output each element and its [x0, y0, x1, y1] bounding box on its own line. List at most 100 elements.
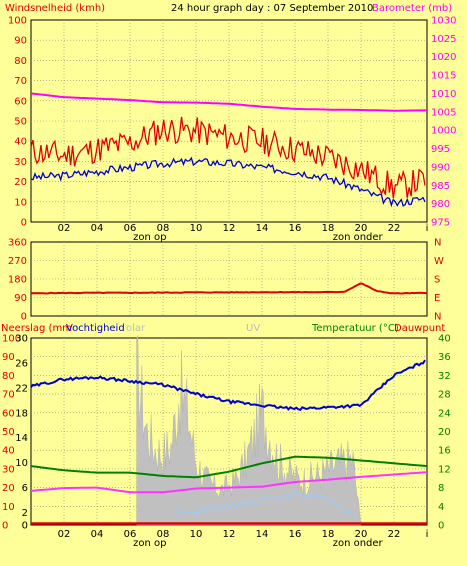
y-tick-label-left: 70 [14, 76, 27, 87]
y-tick-label-right: 980 [431, 199, 450, 210]
x-tick-label: 20 [355, 529, 368, 540]
x-tick-label: i [426, 529, 429, 540]
chart-layers: 0102030405060708090100975980985990995100… [2, 16, 456, 550]
y-tick-label-left: 100 [8, 16, 27, 27]
y-tick-label-right: 1025 [431, 34, 456, 45]
y-tick-label-inner: 22 [15, 383, 28, 394]
y-tick-label-inner: 6 [22, 483, 28, 494]
y-tick-label-outer: 30 [2, 464, 15, 475]
y-tick-label-left: 270 [8, 256, 27, 267]
series-line-wind-gust [30, 116, 426, 199]
x-tick-label: 06 [124, 529, 137, 540]
y-tick-label-left: 0 [21, 312, 27, 323]
x-tick-label: 14 [256, 223, 269, 234]
x-tick-label: 02 [58, 529, 71, 540]
uv-label: UV [246, 323, 260, 334]
compass-label: N [434, 312, 441, 323]
y-tick-label-right: 40 [438, 334, 451, 345]
y-tick-label-right: 985 [431, 181, 450, 192]
series-line-wind-avg [30, 156, 426, 208]
y-tick-label-left: 20 [14, 177, 27, 188]
y-tick-label-right: 32 [438, 371, 451, 382]
y-tick-label-outer: 60 [2, 408, 15, 419]
x-tick-label: 12 [223, 529, 236, 540]
y-tick-label-right: 24 [438, 408, 451, 419]
y-tick-label-left: 0 [21, 218, 27, 229]
y-tick-label-inner: 18 [15, 408, 28, 419]
x-tick-label: 18 [322, 529, 335, 540]
x-tick-label: 10 [190, 223, 203, 234]
dewpoint-label: Dauwpunt [394, 323, 445, 334]
series-line-temperature [30, 455, 428, 479]
x-tick-label: 18 [322, 223, 335, 234]
compass-label: N [434, 238, 441, 249]
x-tick-label: 08 [157, 529, 170, 540]
y-tick-label-left: 80 [14, 56, 27, 67]
y-tick-label-right: 0 [438, 521, 444, 532]
y-tick-label-left: 180 [8, 275, 27, 286]
y-tick-label-right: 20 [438, 427, 451, 438]
x-tick-label: 12 [223, 223, 236, 234]
wind-speed-label: Windsnelheid (kmh) [5, 3, 105, 14]
sun-label: zon onder [333, 538, 384, 549]
y-tick-label-left: 30 [14, 157, 27, 168]
x-tick-label: 04 [91, 529, 104, 540]
y-tick-label-right: 990 [431, 162, 450, 173]
x-tick-label: i [426, 223, 429, 234]
compass-label: W [434, 256, 444, 267]
sun-label: zon op [133, 232, 166, 243]
barometer-label: Barometer (mb) [372, 3, 452, 14]
compass-label: E [434, 293, 440, 304]
y-tick-label-right: 1015 [431, 71, 456, 82]
y-tick-label-right: 12 [438, 464, 451, 475]
compass-label: S [434, 275, 440, 286]
y-tick-label-outer: 80 [2, 371, 15, 382]
x-tick-label: 04 [91, 223, 104, 234]
x-tick-label: 22 [388, 223, 401, 234]
x-tick-label: 16 [289, 529, 302, 540]
y-tick-label-inner: 26 [15, 358, 28, 369]
y-tick-label-left: 90 [14, 36, 27, 47]
y-tick-label-left: 60 [14, 96, 27, 107]
y-tick-label-right: 16 [438, 446, 451, 457]
y-tick-label-right: 1030 [431, 16, 456, 27]
y-tick-label-right: 1020 [431, 52, 456, 63]
y-tick-label-right: 28 [438, 390, 451, 401]
y-tick-label-right: 1005 [431, 107, 456, 118]
y-tick-label-right: 975 [431, 218, 450, 229]
series-line-humidity [30, 359, 426, 412]
sun-label: zon op [133, 538, 166, 549]
series-line-wind-direction [30, 282, 428, 295]
y-tick-label-left: 360 [8, 238, 27, 249]
y-tick-label-right: 8 [438, 483, 444, 494]
x-tick-label: 14 [256, 529, 269, 540]
y-tick-label-left: 10 [14, 197, 27, 208]
y-tick-label-outer: 0 [2, 521, 8, 532]
series-line-uv [175, 491, 357, 520]
x-tick-label: 06 [124, 223, 137, 234]
y-tick-label-right: 995 [431, 144, 450, 155]
page-title: 24 hour graph day : 07 September 2010 [171, 3, 373, 14]
solar-label: olar [126, 323, 146, 334]
y-tick-label-left: 50 [14, 117, 27, 128]
x-tick-label: 08 [157, 223, 170, 234]
y-tick-label-inner: 10 [15, 458, 28, 469]
y-tick-label-outer: 90 [2, 352, 15, 363]
y-tick-label-outer: 20 [2, 483, 15, 494]
x-tick-label: 22 [388, 529, 401, 540]
y-tick-label-outer: 70 [2, 390, 15, 401]
y-tick-label-inner: 14 [15, 433, 28, 444]
y-tick-label-left: 90 [14, 293, 27, 304]
series-line-barometer [30, 92, 428, 112]
x-tick-label: 20 [355, 223, 368, 234]
rain-label: Neerslag (mm [1, 323, 72, 334]
temperature-label: Temperatuur (°C) [311, 323, 399, 334]
y-tick-label-left: 40 [14, 137, 27, 148]
y-tick-label-outer: 40 [2, 446, 15, 457]
y-tick-label-inner: 0 [22, 521, 28, 532]
y-tick-label-right: 36 [438, 352, 451, 363]
y-tick-label-outer: 50 [2, 427, 15, 438]
sun-label: zon onder [333, 232, 384, 243]
